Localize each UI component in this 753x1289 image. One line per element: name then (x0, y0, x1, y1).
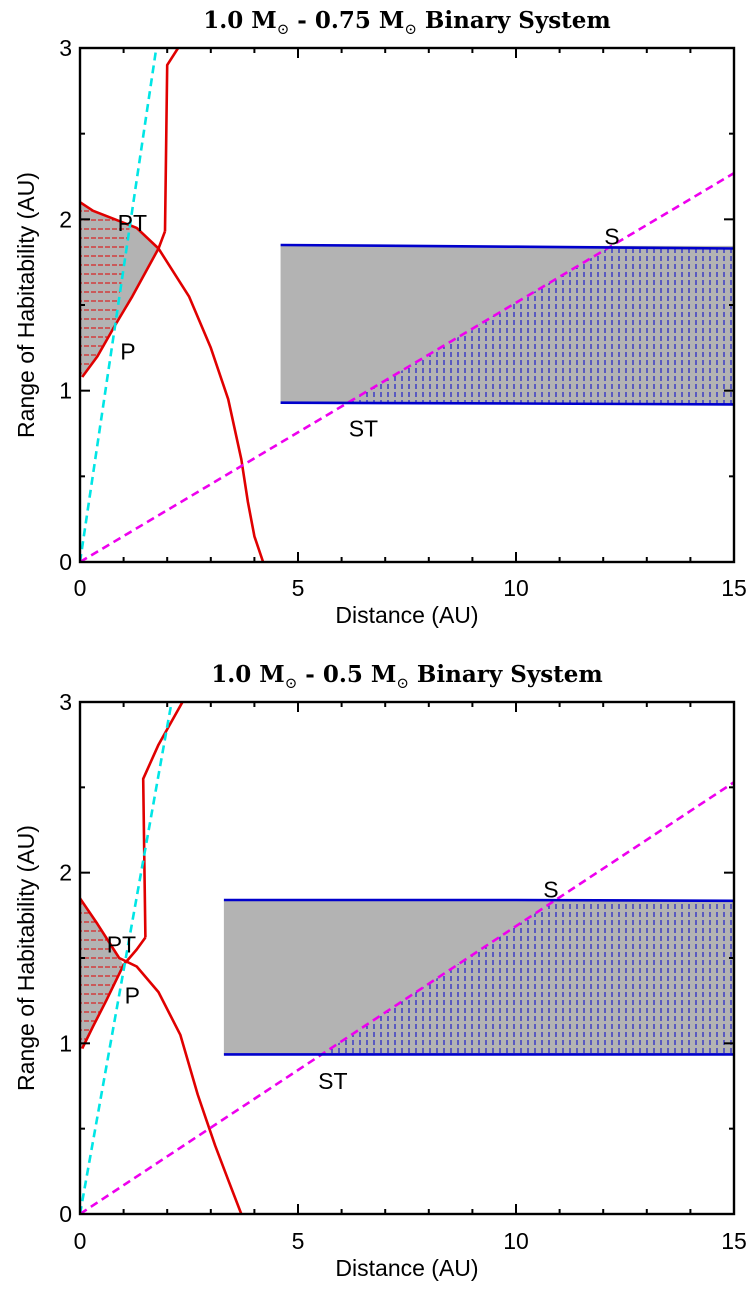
series-blue-top (280, 243, 734, 250)
x-axis-label: Distance (AU) (335, 1255, 478, 1281)
stype-hatch-region (346, 245, 734, 404)
x-tick-label: 10 (503, 1228, 529, 1254)
series-red-upper (80, 201, 265, 562)
series-blue-bottom (280, 401, 734, 406)
x-axis-label: Distance (AU) (335, 602, 478, 628)
annotation-s: S (543, 877, 558, 903)
x-tick-label: 10 (503, 575, 529, 601)
ptype-hatch-region (80, 202, 157, 377)
series-magenta-line (80, 781, 734, 1214)
annotation-s: S (604, 223, 619, 249)
y-axis-label: Range of Habitability (AU) (13, 172, 39, 438)
stype-hatch-region (321, 900, 734, 1055)
series-red-lower (81, 936, 147, 1050)
series-red-lower (81, 230, 167, 378)
x-tick-label: 5 (292, 1228, 305, 1254)
y-tick-label: 1 (59, 1030, 72, 1056)
y-tick-label: 1 (59, 378, 72, 404)
annotation-p: P (120, 338, 135, 364)
annotation-pt: PT (107, 931, 136, 957)
chart-title: 1.0 M⊙ - 0.5 M⊙ Binary System (211, 661, 603, 692)
series-cyan-line (80, 48, 158, 562)
y-tick-label: 2 (59, 860, 72, 886)
x-tick-label: 5 (292, 575, 305, 601)
y-axis-label: Range of Habitability (AU) (13, 825, 39, 1091)
series-red-upper (80, 897, 243, 1214)
y-tick-label: 3 (59, 35, 72, 61)
series-blue-top (223, 898, 734, 903)
annotation-st: ST (318, 1068, 347, 1094)
chart-panel-top: 0 5 10 15 0 1 2 3 Distance (AU) Range of Habitabi… (13, 7, 747, 628)
y-tick-label: 2 (59, 206, 72, 232)
series-red-steep (141, 702, 184, 938)
y-tick-label: 0 (59, 1201, 72, 1227)
series-cyan-line (80, 702, 173, 1214)
x-tick-label: 0 (74, 1228, 87, 1254)
x-tick-label: 15 (721, 575, 747, 601)
series-magenta-line (80, 171, 734, 562)
plot-area (80, 702, 734, 1214)
chart-panel-bottom: 0 5 10 15 0 1 2 3 Distance (AU) Range of Habitabi… (13, 661, 747, 1281)
annotation-st: ST (349, 415, 378, 441)
y-tick-label: 0 (59, 549, 72, 575)
ptype-hatch-group (80, 202, 157, 377)
y-tick-label: 3 (59, 689, 72, 715)
annotation-p: P (125, 983, 140, 1009)
annotation-pt: PT (118, 210, 147, 236)
x-tick-label: 0 (74, 575, 87, 601)
x-tick-label: 15 (721, 1228, 747, 1254)
plot-area (80, 48, 734, 562)
chart-title: 1.0 M⊙ - 0.75 M⊙ Binary System (203, 7, 611, 38)
series-red-steep (163, 48, 180, 232)
